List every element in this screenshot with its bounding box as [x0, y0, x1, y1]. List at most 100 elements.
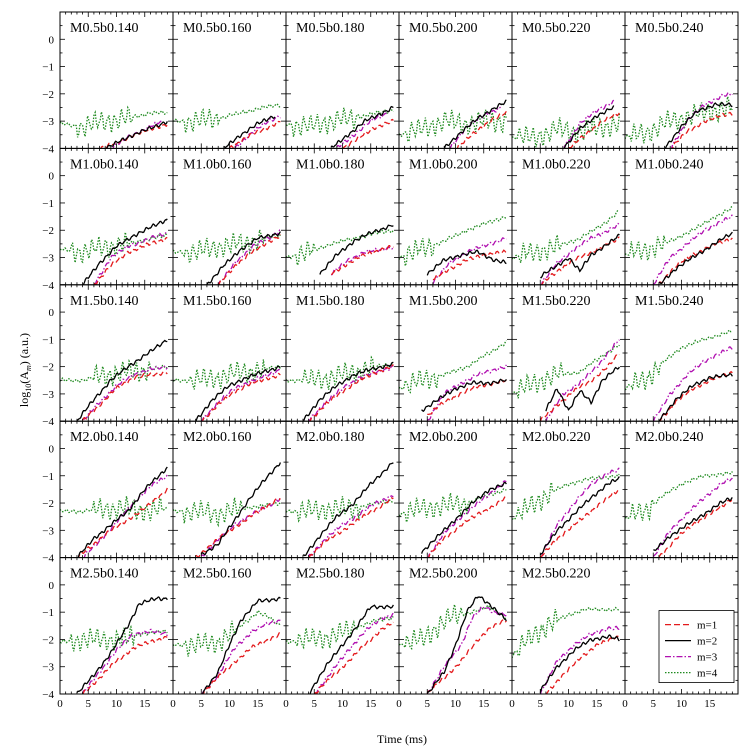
- panel-title: M1.5b0.200: [409, 294, 477, 309]
- y-tick-label: −3: [42, 253, 54, 265]
- series-line-m3: [81, 628, 168, 694]
- series-line-m1: [93, 236, 168, 285]
- series-line-m3: [652, 214, 733, 285]
- series-line-m4: [512, 113, 621, 149]
- series-line-m4: [512, 344, 620, 399]
- panel: M1.0b0.140 0 −1 −2 −3 −4: [42, 147, 174, 292]
- series-line-m4: [60, 496, 168, 522]
- series-line-m1: [426, 619, 507, 694]
- series-line-m1: [428, 495, 507, 558]
- series-line-m2: [195, 365, 281, 422]
- series-line-m4: [512, 473, 620, 521]
- series-line-m4: [286, 107, 394, 138]
- panel-title: M2.5b0.200: [409, 567, 477, 582]
- series-line-m1: [669, 111, 733, 149]
- x-tick-label: 10: [450, 698, 462, 710]
- series-line-m2: [421, 378, 507, 413]
- panel-title: M1.5b0.160: [183, 294, 251, 309]
- panel: M0.5b0.180: [285, 11, 400, 149]
- panel: M1.5b0.200: [398, 284, 513, 422]
- series-line-m3: [308, 364, 394, 422]
- y-tick-label: −4: [42, 280, 54, 292]
- panel-title: M1.0b0.180: [296, 157, 364, 172]
- series-line-m3: [330, 246, 394, 276]
- panel-title: M1.0b0.200: [409, 157, 477, 172]
- y-tick-label: −4: [42, 416, 54, 428]
- series-line-m4: [173, 359, 281, 390]
- series-line-m4: [60, 358, 168, 387]
- series-line-m2: [658, 231, 733, 284]
- panel-title: M0.5b0.240: [635, 21, 703, 36]
- y-tick-label: 0: [49, 580, 55, 592]
- panel: M1.0b0.180: [285, 147, 400, 286]
- y-tick-label: −2: [42, 498, 54, 510]
- y-tick-label: 0: [49, 34, 55, 46]
- panel-title: M1.5b0.180: [296, 294, 364, 309]
- series-line-m3: [234, 115, 281, 149]
- series-line-m2: [545, 366, 620, 412]
- x-tick-label: 10: [563, 698, 575, 710]
- series-line-m2: [443, 99, 507, 149]
- x-tick-label: 0: [170, 698, 176, 710]
- panel-title: M2.0b0.160: [183, 430, 251, 445]
- y-tick-label: −2: [42, 225, 54, 237]
- y-tick-label: −3: [42, 662, 54, 674]
- series-line-m2: [76, 339, 168, 421]
- series-line-m3: [652, 477, 733, 557]
- panel: M1.5b0.160: [172, 284, 287, 422]
- series-line-m1: [659, 370, 733, 422]
- series-line-m3: [201, 368, 281, 422]
- series-line-m4: [399, 109, 508, 143]
- y-tick-label: −1: [42, 471, 54, 483]
- series-line-m1: [82, 635, 168, 694]
- panel: M1.5b0.240: [624, 284, 739, 422]
- series-line-m4: [399, 604, 507, 650]
- panel-title: M1.0b0.160: [183, 157, 251, 172]
- y-tick-label: 0: [49, 443, 55, 455]
- series-line-m1: [330, 245, 394, 276]
- y-tick-label: −2: [42, 89, 54, 101]
- series-line-m1: [658, 497, 733, 558]
- series-line-m4: [60, 232, 168, 264]
- series-line-m2: [308, 604, 394, 694]
- series-line-m4: [512, 210, 620, 264]
- series-line-m2: [223, 115, 276, 149]
- series-line-m2: [77, 466, 168, 558]
- panel-title: M1.0b0.140: [70, 157, 138, 172]
- series-line-m3: [563, 99, 615, 149]
- series-line-m1: [77, 487, 168, 558]
- legend-label: m=2: [697, 636, 717, 648]
- panel-title: M2.5b0.180: [296, 567, 364, 582]
- panel-title: M0.5b0.140: [70, 21, 138, 36]
- series-line-m4: [286, 496, 394, 523]
- legend-label: m=1: [697, 620, 717, 632]
- series-line-m2: [664, 101, 733, 149]
- series-line-m3: [540, 467, 620, 558]
- y-tick-label: 0: [49, 171, 55, 183]
- y-tick-label: −4: [42, 143, 54, 155]
- series-line-m1: [228, 120, 281, 149]
- panel: M2.0b0.240: [624, 420, 739, 559]
- x-tick-label: 10: [224, 698, 236, 710]
- y-tick-label: −4: [42, 689, 54, 701]
- series-line-m1: [432, 249, 507, 281]
- panel-title: M1.5b0.220: [522, 294, 590, 309]
- series-line-m3: [200, 496, 281, 557]
- series-line-m2: [331, 105, 394, 148]
- x-tick-label: 15: [478, 698, 490, 710]
- series-line-m1: [539, 354, 620, 422]
- x-tick-label: 5: [86, 698, 92, 710]
- series-line-m3: [427, 480, 507, 558]
- series-line-m1: [309, 364, 394, 422]
- x-tick-label: 10: [337, 698, 349, 710]
- panel-title: M2.0b0.240: [635, 430, 703, 445]
- series-line-m2: [319, 224, 394, 275]
- series-line-m2: [420, 481, 507, 554]
- series-line-m3: [83, 474, 168, 558]
- series-line-m3: [540, 222, 620, 285]
- series-line-m2: [426, 596, 507, 694]
- panel-title: M2.0b0.140: [70, 430, 138, 445]
- series-line-m1: [218, 234, 281, 285]
- series-line-m3: [670, 91, 733, 149]
